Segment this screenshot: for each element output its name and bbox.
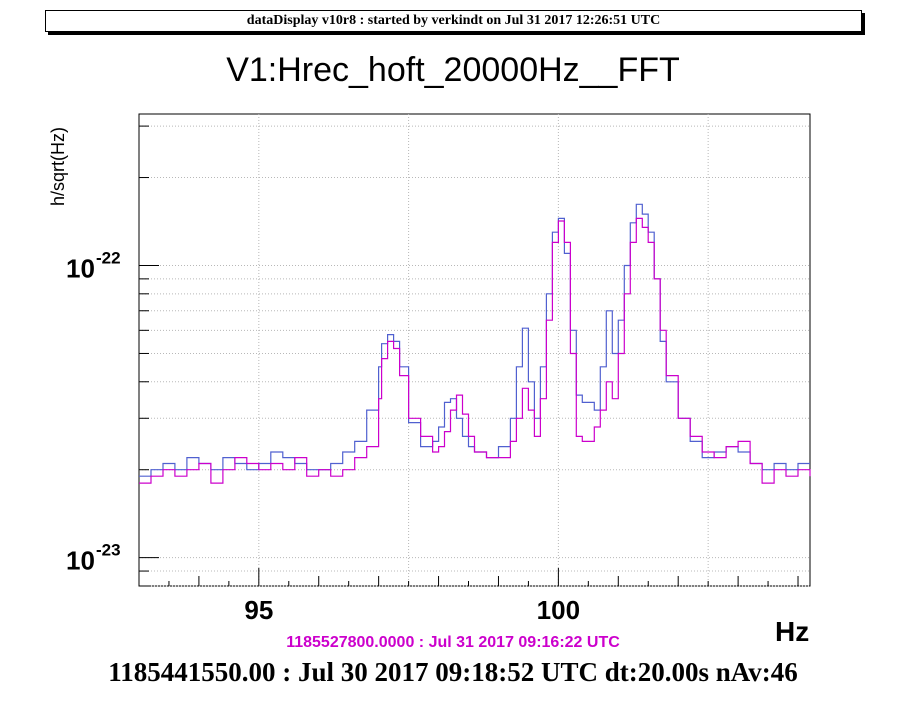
plot-frame xyxy=(138,113,811,587)
x-axis-title: Hz xyxy=(775,616,809,647)
y-tick-label: 10 -23 xyxy=(66,541,121,576)
series-current xyxy=(139,203,810,477)
y-tick-label: 10 -22 xyxy=(66,249,121,284)
current-timestamp: 1185441550.00 : Jul 30 2017 09:18:52 UTC… xyxy=(108,657,798,687)
series-reference xyxy=(139,217,811,484)
axis-ticks xyxy=(138,125,799,587)
reference-timestamp: 1185527800.0000 : Jul 31 2017 09:16:22 U… xyxy=(286,634,620,651)
y-tick-exponent: -23 xyxy=(96,541,121,560)
y-tick-base: 10 xyxy=(66,254,95,284)
chart-title: V1:Hrec_hoft_20000Hz__FFT xyxy=(226,51,680,89)
y-tick-exponent: -22 xyxy=(96,249,121,268)
banner: dataDisplay v10r8 : started by verkindt … xyxy=(45,10,862,32)
grid xyxy=(139,114,810,587)
x-tick-label: 95 xyxy=(244,595,273,625)
x-tick-label: 100 xyxy=(537,595,580,625)
y-axis-title: h/sqrt(Hz) xyxy=(48,127,68,206)
y-tick-base: 10 xyxy=(66,546,95,576)
series-layer xyxy=(139,203,811,484)
